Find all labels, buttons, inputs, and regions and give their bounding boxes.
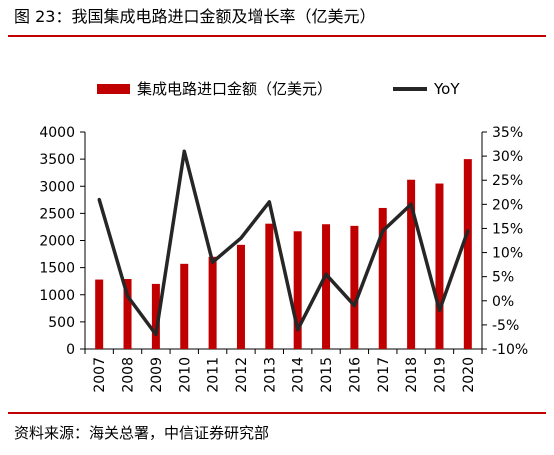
bar-2017 xyxy=(378,207,387,349)
left-tick-label: 1000 xyxy=(39,288,75,304)
right-tick-label: -5% xyxy=(492,318,519,334)
x-tick-label: 2015 xyxy=(319,357,335,393)
source-note: 资料来源：海关总署，中信证券研究部 xyxy=(14,424,270,442)
bar-2018 xyxy=(407,179,416,349)
right-tick-label: 5% xyxy=(492,270,514,286)
yoy-point-2007 xyxy=(97,197,101,202)
bar-2007 xyxy=(95,279,104,349)
tick-labels: 0 500 1000 1500 2000 2500 3000 3500 4000 -10% -5% 0… xyxy=(39,125,528,393)
yoy-point-2014 xyxy=(296,328,300,332)
line-series xyxy=(97,149,470,337)
x-tick-label: 2009 xyxy=(149,357,165,393)
bar-2012 xyxy=(236,244,245,349)
x-tick-label: 2008 xyxy=(121,357,137,393)
legend-label-line: YoY xyxy=(433,80,460,98)
x-tick-label: 2019 xyxy=(432,357,448,393)
left-tick-label: 0 xyxy=(66,342,75,358)
yoy-point-2008 xyxy=(125,294,130,298)
bar-2008 xyxy=(123,279,132,349)
right-tick-label: 10% xyxy=(492,246,523,262)
legend-label-bar: 集成电路进口金额（亿美元） xyxy=(137,80,332,98)
yoy-point-2009 xyxy=(154,332,158,337)
left-tick-label: 3000 xyxy=(39,179,75,195)
right-tick-label: 35% xyxy=(492,125,523,141)
yoy-point-2016 xyxy=(352,304,356,308)
bar-2010 xyxy=(180,263,189,349)
right-tick-label: 0% xyxy=(492,294,514,310)
bar-2011 xyxy=(208,256,217,349)
bar-2014 xyxy=(293,231,302,349)
right-tick-label: 30% xyxy=(492,149,523,165)
figure-title: 图 23：我国集成电路进口金额及增长率（亿美元） xyxy=(14,7,376,26)
x-tick-label: 2012 xyxy=(234,357,250,393)
yoy-point-2013 xyxy=(267,200,271,204)
bar-2009 xyxy=(151,283,160,349)
yoy-point-2012 xyxy=(239,236,243,240)
x-tick-label: 2018 xyxy=(404,357,420,393)
combo-chart: 集成电路进口金额（亿美元） YoY 0 500 1000 1500 2000 2500 30… xyxy=(39,80,528,393)
x-tick-label: 2011 xyxy=(206,357,222,393)
x-tick-label: 2014 xyxy=(291,357,307,393)
right-tick-label: 20% xyxy=(492,197,523,213)
left-tick-label: 2500 xyxy=(39,206,75,222)
bar-series xyxy=(95,159,472,349)
title-rule xyxy=(8,35,546,37)
yoy-point-2020 xyxy=(466,229,470,233)
yoy-point-2011 xyxy=(211,260,215,264)
left-tick-label: 3500 xyxy=(39,152,75,168)
bar-2016 xyxy=(350,225,359,349)
right-tick-label: -10% xyxy=(492,342,528,358)
left-tick-label: 500 xyxy=(48,315,75,331)
x-tick-label: 2007 xyxy=(92,357,108,393)
x-tick-label: 2016 xyxy=(347,357,363,393)
axes xyxy=(80,131,487,354)
x-tick-label: 2010 xyxy=(177,357,193,393)
yoy-point-2019 xyxy=(437,308,442,313)
legend: 集成电路进口金额（亿美元） YoY xyxy=(97,80,460,98)
bar-2020 xyxy=(463,159,472,349)
bar-2019 xyxy=(435,183,444,349)
right-tick-label: 15% xyxy=(492,221,523,237)
bar-2013 xyxy=(265,223,274,349)
x-tick-label: 2013 xyxy=(262,357,278,393)
left-tick-label: 2000 xyxy=(39,234,75,250)
yoy-point-2010 xyxy=(182,149,186,153)
yoy-point-2018 xyxy=(409,202,413,206)
x-tick-label: 2017 xyxy=(376,357,392,393)
yoy-point-2015 xyxy=(324,272,328,276)
bar-2015 xyxy=(322,224,331,349)
left-tick-label: 1500 xyxy=(39,261,75,277)
left-tick-label: 4000 xyxy=(39,125,75,141)
source-rule xyxy=(8,412,546,414)
yoy-line xyxy=(97,149,470,337)
yoy-point-2017 xyxy=(381,229,385,233)
x-tick-label: 2020 xyxy=(461,357,477,393)
legend-swatch-bar xyxy=(97,84,130,94)
right-tick-label: 25% xyxy=(492,173,523,189)
